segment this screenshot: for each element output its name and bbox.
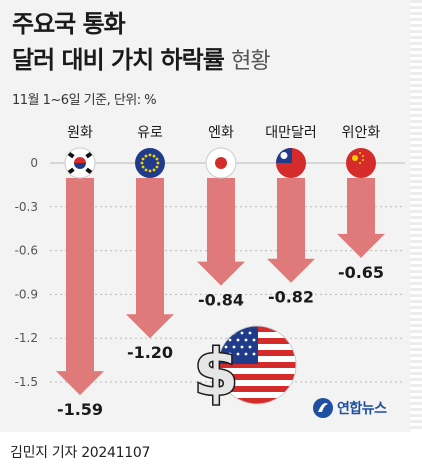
flag-star: [140, 161, 144, 165]
flag-star: [155, 165, 159, 169]
chart-plot: 0 -0.3 -0.6 -0.9 -1.2 -1.5 -1.59 원화 -1.20 유로 -0.8…: [15, 125, 405, 419]
bar-arrow: [126, 178, 174, 339]
title-line-2-light: 현황: [231, 49, 270, 74]
infographic-card: 주요국 통화 달러 대비 가치 하락률 현황 11월 1~6일 기준, 단위: …: [0, 0, 410, 432]
category-label: 위안화: [342, 125, 381, 141]
bar-value-label: -1.20: [127, 343, 173, 362]
yonhap-logo-icon: [313, 398, 333, 418]
flag-taeguk-blue: [74, 163, 86, 169]
flag-star: [144, 154, 148, 158]
flag-star: [156, 161, 160, 165]
decorative-edge-stripe: [410, 0, 422, 432]
eu-flag-icon: [135, 148, 165, 178]
source-logo-text: 연합뉴스: [337, 401, 387, 417]
y-tick-label: 0: [30, 156, 38, 170]
bar-arrow: [56, 178, 104, 396]
bar-value-label: -0.65: [338, 263, 384, 282]
bar-arrow: [197, 178, 245, 286]
flag-taeguk-red: [74, 157, 86, 163]
y-tick-label: -0.3: [15, 200, 38, 214]
title-line-2: 달러 대비 가치 하락률 현황: [12, 40, 271, 75]
y-tick-label: -1.5: [15, 375, 38, 389]
flag-star-large: [352, 155, 358, 161]
flag-star-small: [362, 155, 364, 157]
korea-flag-icon: [64, 147, 96, 179]
flag-sun: [215, 157, 227, 169]
flag-field: [135, 148, 165, 178]
china-flag-icon: [346, 148, 376, 178]
flag-star: [148, 169, 152, 173]
flag-star: [155, 157, 159, 161]
title-line-1: 주요국 통화: [12, 10, 126, 38]
flag-star: [141, 157, 145, 161]
category-label: 엔화: [208, 125, 234, 141]
category-label: 유로: [137, 125, 163, 141]
flag-star-small: [359, 152, 361, 154]
flag-border: [64, 147, 96, 179]
bar-arrow: [337, 178, 385, 258]
flag-star: [144, 168, 148, 172]
flag-star: [141, 165, 145, 169]
flag-star: [148, 153, 152, 157]
japan-flag-icon: [205, 147, 237, 179]
us-dollar-coin-icon: $: [192, 325, 297, 413]
bar-value-label: -1.59: [57, 400, 103, 419]
title-line-2-bold: 달러 대비 가치 하락률: [12, 46, 225, 74]
y-tick-label: -0.9: [15, 287, 38, 301]
svg-text:$: $: [194, 337, 239, 411]
bar-value-label: -0.82: [268, 288, 314, 307]
y-tick-label: -1.2: [15, 331, 38, 345]
category-label: 원화: [67, 125, 93, 141]
taiwan-flag-icon: [276, 148, 306, 178]
flag-star-small: [362, 159, 364, 161]
flag-sun: [280, 152, 288, 159]
bar-value-label: -0.84: [198, 291, 244, 310]
category-label: 대만달러: [265, 125, 317, 141]
flag-star: [152, 168, 156, 172]
flag-star-small: [359, 162, 361, 164]
flag-star: [152, 154, 156, 158]
bar-arrow: [267, 178, 315, 283]
y-tick-label: -0.6: [15, 244, 38, 258]
chart-subtitle: 11월 1~6일 기준, 단위: %: [12, 93, 157, 108]
byline-footer: 김민지 기자 20241107: [10, 445, 151, 461]
source-logo: 연합뉴스: [312, 397, 387, 419]
